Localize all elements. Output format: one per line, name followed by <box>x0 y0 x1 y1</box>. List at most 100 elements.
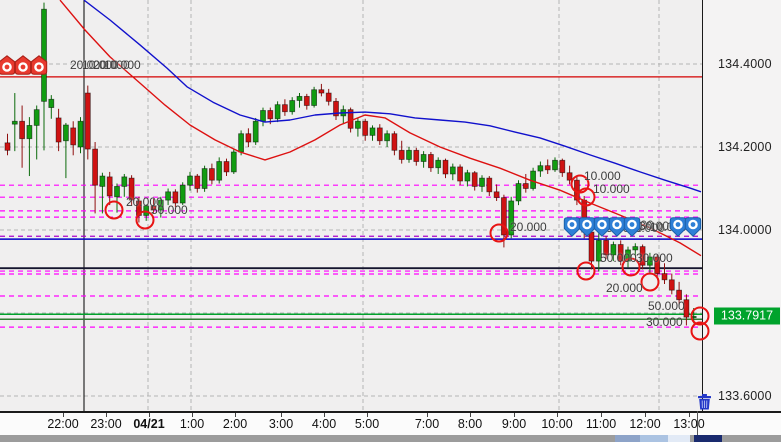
candlestick <box>369 127 376 136</box>
candlestick <box>398 149 405 160</box>
sell-order-icon[interactable] <box>0 55 15 75</box>
time-axis-tick <box>470 413 471 417</box>
window-bottom-bar <box>0 435 781 442</box>
candlestick <box>413 149 420 162</box>
time-axis-tick <box>149 413 150 417</box>
candlestick <box>537 165 544 172</box>
window-edge-segment <box>690 435 694 442</box>
time-axis-label: 9:00 <box>501 417 527 431</box>
candlestick <box>187 175 193 186</box>
candlestick <box>267 110 274 120</box>
window-edge-segment <box>694 435 722 442</box>
price-axis: 133.7917 134.4000 134.2000 134.0000 133.600… <box>702 0 781 411</box>
time-axis-label: 04/21 <box>133 417 165 431</box>
candlestick <box>99 175 106 187</box>
candlestick <box>566 172 573 181</box>
candlestick <box>150 205 157 211</box>
time-axis-tick <box>324 413 325 417</box>
window-edge-segment <box>0 435 615 442</box>
time-axis-tick <box>645 413 646 417</box>
candlestick <box>84 92 91 150</box>
candlestick <box>420 154 427 162</box>
window-edge-segment <box>668 435 690 442</box>
candlestick <box>281 104 288 113</box>
candlestick <box>238 133 245 153</box>
candlestick <box>77 120 84 148</box>
candlestick <box>33 109 40 126</box>
time-axis-label: 11:00 <box>585 417 617 431</box>
candlestick <box>289 100 296 113</box>
candlestick <box>208 168 215 181</box>
buy-order-icon[interactable] <box>578 217 595 237</box>
trash-icon[interactable] <box>695 392 714 410</box>
candlestick <box>354 120 361 129</box>
time-axis-label: 12:00 <box>629 417 661 431</box>
time-axis-tick <box>192 413 193 417</box>
candlestick <box>500 197 507 236</box>
time-axis-label: 2:00 <box>222 417 248 431</box>
candlestick <box>647 256 653 266</box>
candlestick <box>376 127 383 142</box>
time-axis-label: 8:00 <box>457 417 483 431</box>
buy-order-icon[interactable] <box>593 217 610 237</box>
buy-order-icon[interactable] <box>563 217 580 237</box>
candlestick <box>252 120 259 143</box>
time-axis-tick <box>367 413 368 417</box>
candlestick <box>391 133 398 151</box>
time-axis-tick <box>281 413 282 417</box>
sell-order-icon[interactable] <box>30 55 47 75</box>
ma-fast-red-line <box>59 0 702 257</box>
buy-order-icon[interactable] <box>608 217 625 237</box>
candlestick <box>55 117 62 143</box>
candlestick <box>11 120 18 125</box>
chart-plot-area[interactable] <box>0 0 702 411</box>
candlestick <box>245 133 252 143</box>
time-axis-label: 3:00 <box>268 417 294 431</box>
candlestick <box>26 125 33 140</box>
candlestick <box>179 184 186 204</box>
time-axis-label: 7:00 <box>414 417 440 431</box>
candlestick <box>121 176 128 187</box>
candlestick <box>92 148 98 186</box>
time-axis-tick <box>514 413 515 417</box>
buy-order-icon[interactable] <box>684 217 701 237</box>
window-edge-segment <box>615 435 640 442</box>
window-edge-segment <box>640 435 668 442</box>
candlestick <box>676 289 682 301</box>
candlestick <box>508 200 515 236</box>
time-axis-label: 22:00 <box>47 417 79 431</box>
candlestick <box>479 177 485 187</box>
candlestick <box>114 186 120 198</box>
candlestick <box>216 161 223 181</box>
time-axis-tick <box>601 413 602 417</box>
time-axis-label: 10:00 <box>541 417 573 431</box>
price-axis-label: 134.2000 <box>718 139 772 154</box>
time-axis-label: 5:00 <box>354 417 380 431</box>
candlestick <box>274 104 281 120</box>
candlestick-chart <box>0 0 702 411</box>
candlestick <box>610 244 617 256</box>
price-axis-label: 134.4000 <box>718 56 772 71</box>
time-axis: 22:00 23:00 04/21 1:00 2:00 3:00 4:00 5:00 7:00 8… <box>0 411 781 435</box>
candlestick <box>223 161 230 173</box>
sell-order-icon[interactable] <box>14 55 31 75</box>
candlestick <box>683 299 690 318</box>
candlestick <box>165 191 172 201</box>
candlestick <box>143 205 150 216</box>
candlestick <box>406 149 412 160</box>
candlestick <box>625 249 631 262</box>
time-axis-tick <box>557 413 558 417</box>
buy-order-icon[interactable] <box>623 217 640 237</box>
candlestick <box>595 239 602 262</box>
candlestick <box>493 191 500 199</box>
candlestick <box>690 316 697 319</box>
time-axis-label: 1:00 <box>179 417 205 431</box>
time-axis-tick <box>63 413 64 417</box>
candlestick <box>4 142 11 151</box>
candlestick <box>471 172 478 187</box>
current-price-badge: 133.7917 <box>714 307 780 325</box>
buy-order-icon[interactable] <box>669 217 686 237</box>
candlestick <box>260 110 266 122</box>
candlestick <box>544 165 551 171</box>
axis-corner-separator <box>697 411 698 435</box>
